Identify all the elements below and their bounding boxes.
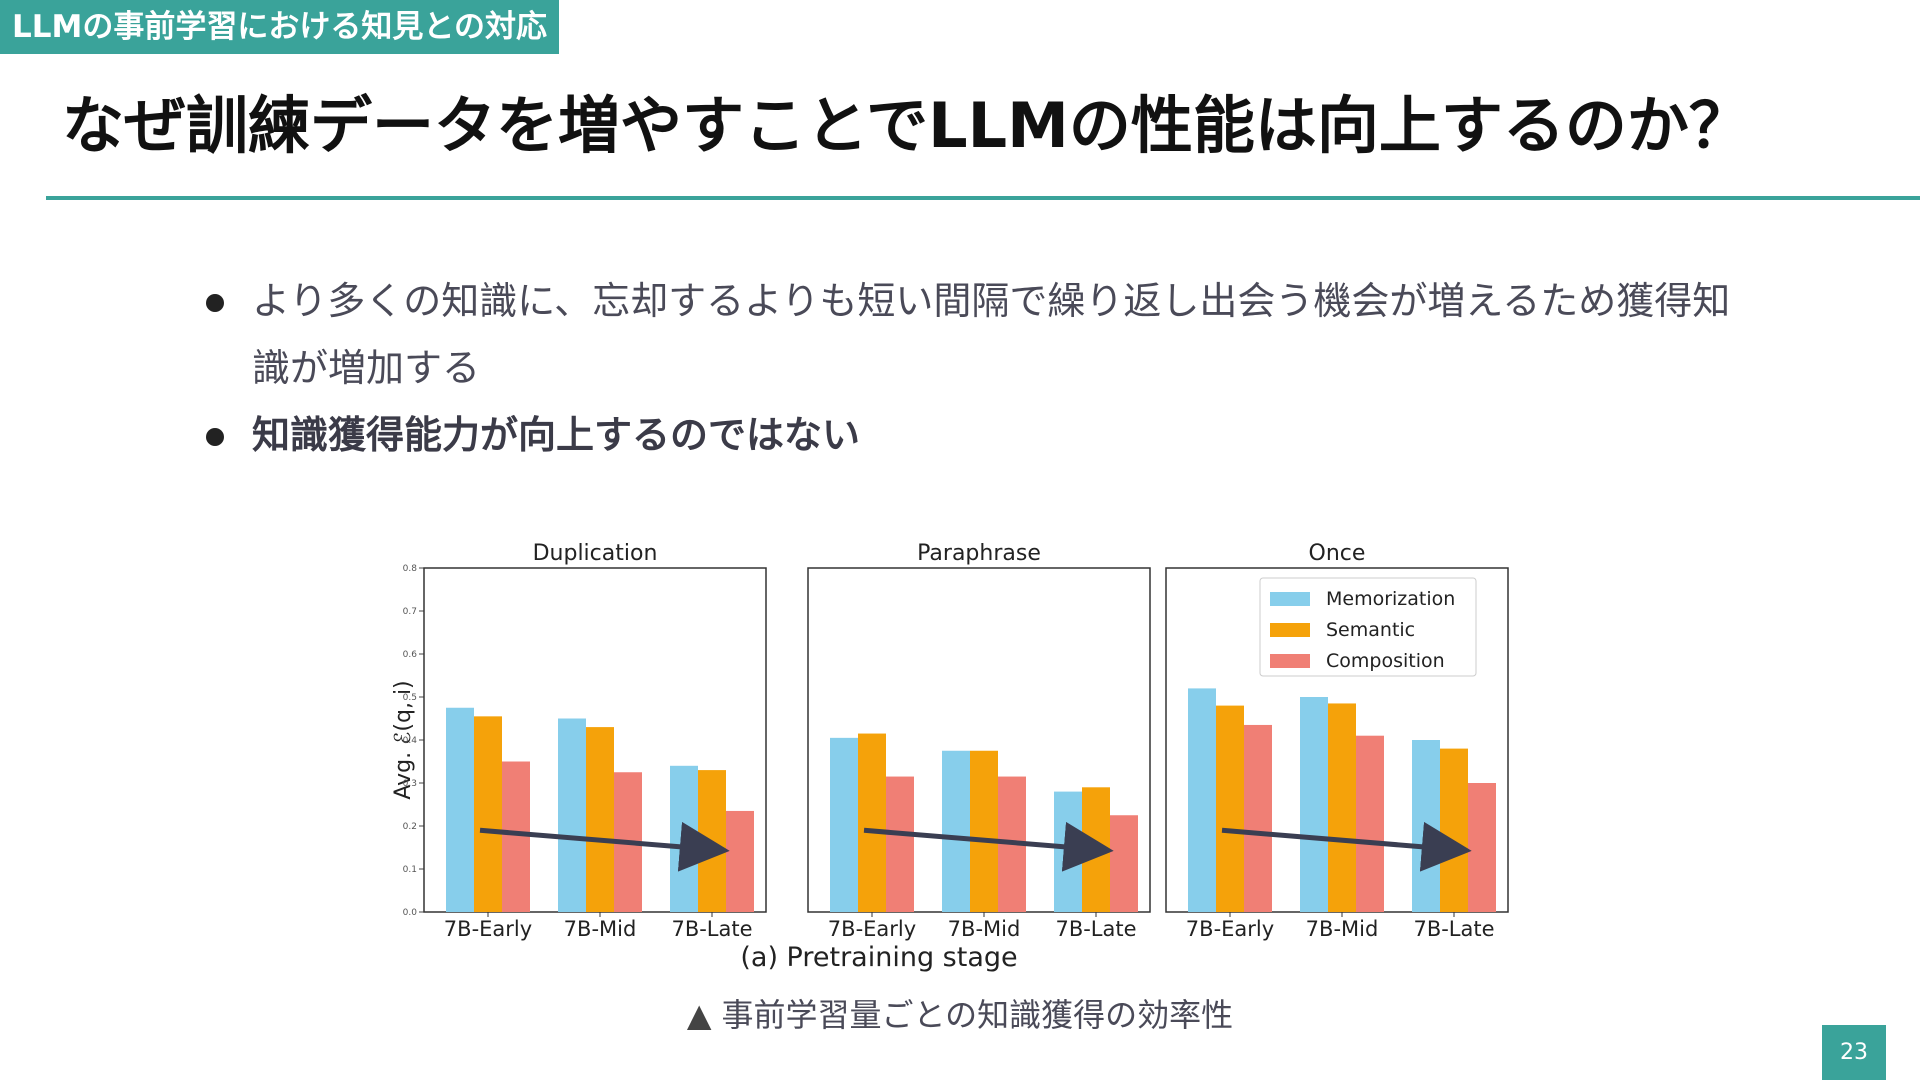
- bar-semantic: [698, 770, 726, 912]
- y-tick-label: 0.4: [403, 736, 418, 746]
- legend-swatch: [1270, 592, 1310, 606]
- x-tick-label: 7B-Mid: [948, 917, 1021, 941]
- bar-memorization: [446, 707, 474, 912]
- panel-title: Duplication: [533, 541, 658, 566]
- y-axis-label: Avg. ℰ(q, i): [391, 680, 416, 799]
- bullet-dot-icon: [206, 294, 224, 312]
- legend-label: Semantic: [1326, 619, 1415, 641]
- bar-memorization: [558, 718, 586, 912]
- y-tick-label: 0.6: [403, 650, 418, 660]
- bar-composition: [726, 810, 754, 912]
- bar-composition: [1468, 783, 1496, 912]
- y-tick-label: 0.0: [403, 908, 418, 918]
- x-axis-label: (a) Pretraining stage: [740, 942, 1017, 973]
- x-tick-label: 7B-Mid: [1306, 917, 1379, 941]
- x-tick-label: 7B-Late: [671, 917, 752, 941]
- bar-semantic: [970, 750, 998, 912]
- bar-memorization: [942, 750, 970, 912]
- trend-arrow: [479, 821, 730, 872]
- legend-box: [1259, 577, 1477, 677]
- bullet-item: より多くの知識に、忘却するよりも短い間隔で繰り返し出会う機会が増えるため獲得知識…: [202, 268, 1762, 402]
- bar-semantic: [1216, 705, 1244, 912]
- y-tick-label: 0.3: [403, 779, 417, 789]
- caption-text: 事前学習量ごとの知識獲得の効率性: [721, 996, 1234, 1034]
- x-tick-label: 7B-Early: [828, 917, 916, 941]
- bar-composition: [1356, 735, 1384, 912]
- page-number: 23: [1822, 1025, 1886, 1080]
- x-tick-label: 7B-Mid: [564, 917, 637, 941]
- y-tick-label: 0.1: [403, 865, 417, 875]
- panel-title: Paraphrase: [917, 541, 1041, 566]
- bar-chart: Avg. ℰ(q, i) 0.0 0.1 0.2 0.3 0.4 0.5 0.6 0.7 0.8 D…: [391, 541, 1509, 973]
- bullet-text: より多くの知識に、忘却するよりも短い間隔で繰り返し出会う機会が増えるため獲得知識…: [252, 279, 1731, 390]
- bar-memorization: [1054, 791, 1082, 912]
- title-divider: [46, 196, 1920, 200]
- bar-semantic: [858, 733, 886, 912]
- bar-memorization: [670, 765, 698, 912]
- figure: Avg. ℰ(q, i) 0.0 0.1 0.2 0.3 0.4 0.5 0.6 0.7 0.8 D…: [380, 520, 1540, 984]
- x-tick-label: 7B-Early: [1186, 917, 1274, 941]
- legend-label: Memorization: [1326, 588, 1455, 610]
- bullet-dot-icon: [206, 428, 224, 446]
- panel-title: Once: [1309, 541, 1366, 566]
- bar-memorization: [1188, 688, 1216, 912]
- bar-semantic: [1328, 703, 1356, 912]
- bar-composition: [886, 776, 914, 912]
- caption-triangle-icon: ▲: [686, 996, 712, 1034]
- bullet-item-emphasis: 知識獲得能力が向上するのではない: [202, 402, 1762, 469]
- bar-semantic: [474, 716, 502, 912]
- section-tag: LLMの事前学習における知見との対応: [0, 0, 560, 54]
- bar-composition: [1110, 815, 1138, 912]
- legend-label: Composition: [1326, 650, 1445, 672]
- bullet-list: より多くの知識に、忘却するよりも短い間隔で繰り返し出会う機会が増えるため獲得知識…: [202, 268, 1762, 469]
- bar-memorization: [1412, 740, 1440, 912]
- x-tick-label: 7B-Late: [1413, 917, 1494, 941]
- bullet-text: 知識獲得能力が向上するのではない: [252, 413, 861, 457]
- x-tick-label: 7B-Early: [444, 917, 532, 941]
- figure-caption: ▲ 事前学習量ごとの知識獲得の効率性: [0, 990, 1920, 1036]
- bar-semantic: [586, 727, 614, 912]
- trend-arrow: [863, 821, 1114, 872]
- trend-arrow: [1221, 821, 1472, 872]
- bar-memorization: [830, 737, 858, 912]
- bar-memorization: [1300, 697, 1328, 912]
- x-tick-label: 7B-Late: [1055, 917, 1136, 941]
- bar-composition: [1244, 724, 1272, 912]
- y-tick-label: 0.7: [403, 607, 417, 617]
- bar-composition: [502, 761, 530, 912]
- legend-swatch: [1270, 623, 1310, 637]
- slide-title: なぜ訓練データを増やすことでLLMの性能は向上するのか？: [62, 89, 1751, 162]
- y-tick-label: 0.8: [403, 564, 418, 574]
- y-tick-label: 0.5: [403, 693, 417, 703]
- bar-semantic: [1440, 748, 1468, 912]
- y-tick-label: 0.2: [403, 822, 417, 832]
- legend-swatch: [1270, 654, 1310, 668]
